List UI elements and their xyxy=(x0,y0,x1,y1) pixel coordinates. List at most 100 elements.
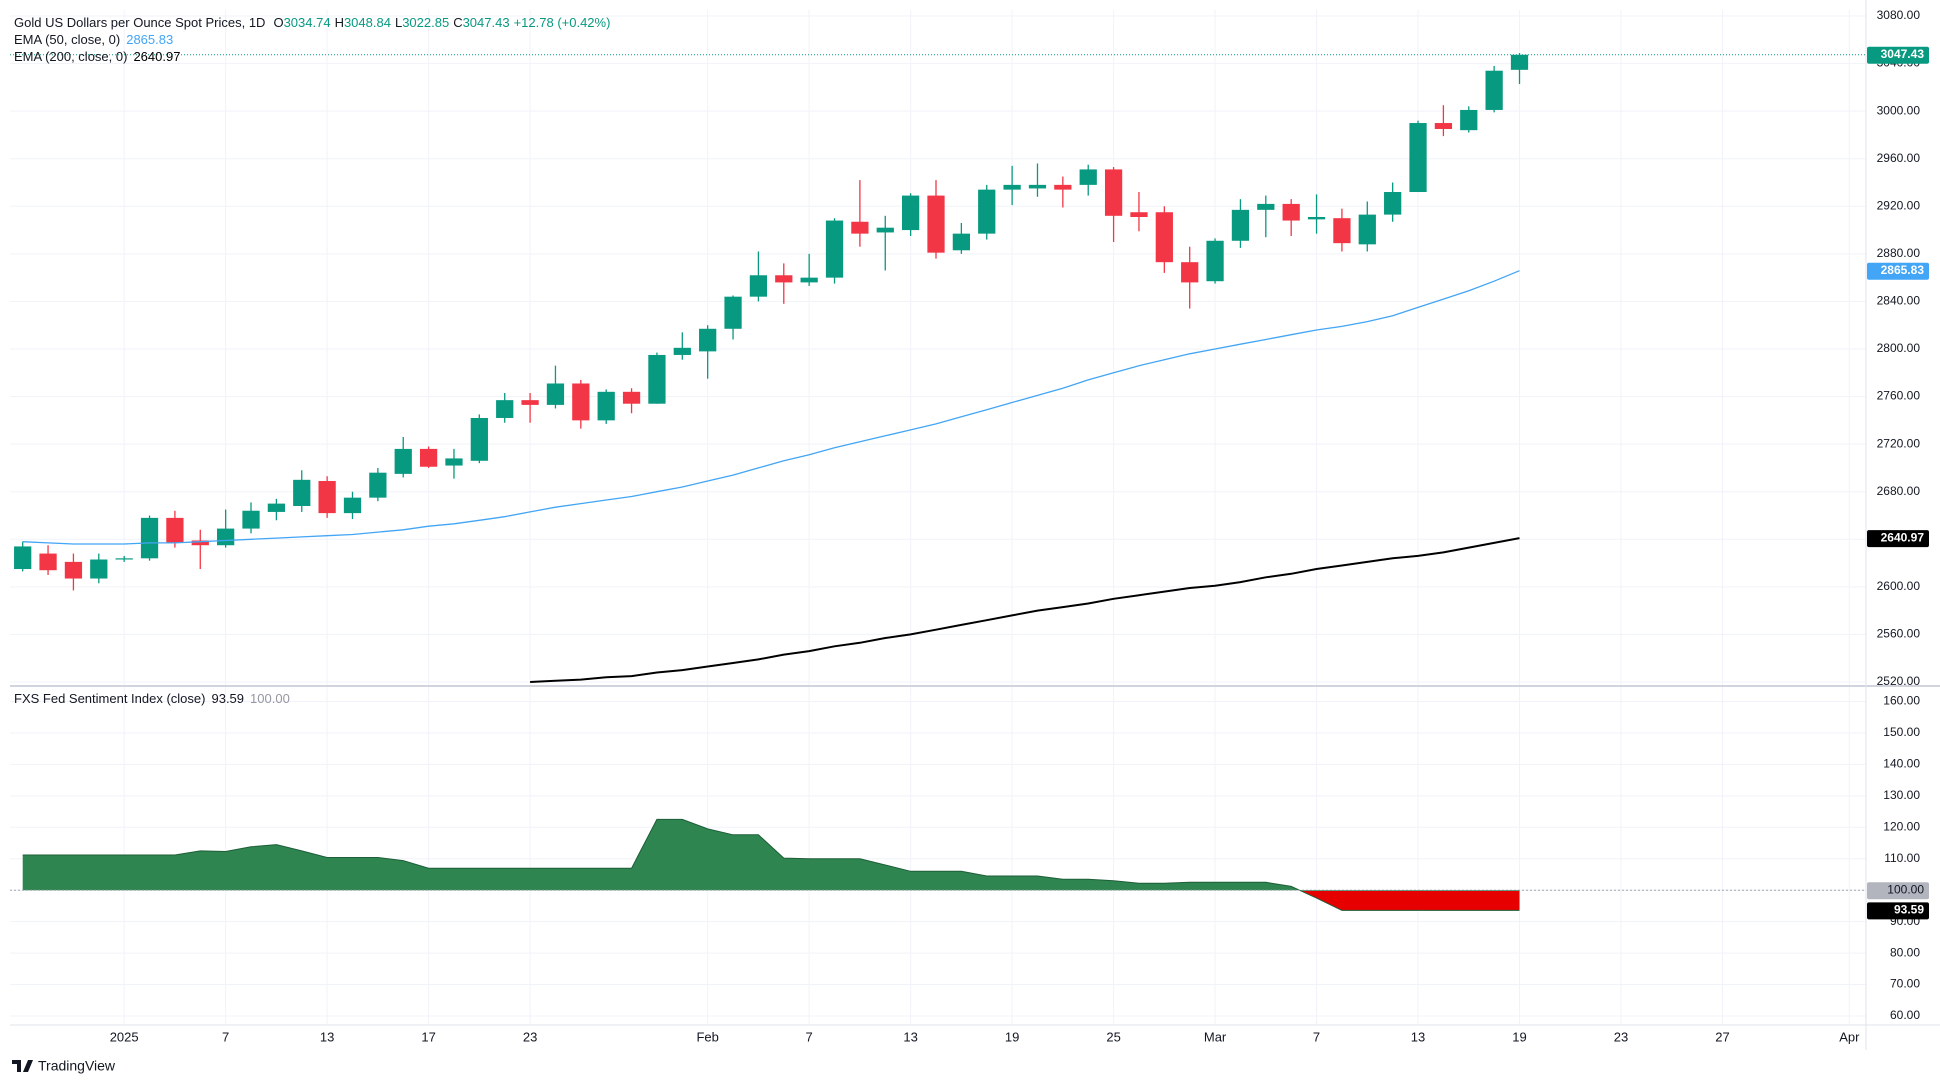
candle-body xyxy=(724,296,742,329)
candle-body xyxy=(1358,214,1376,245)
candle-body xyxy=(39,553,57,571)
ohlc-label: O xyxy=(273,15,283,30)
candle-body xyxy=(1510,54,1529,70)
candle-body xyxy=(825,220,844,278)
candle-body xyxy=(699,328,717,352)
y-tick-label: 3000.00 xyxy=(1877,103,1921,117)
pane-baseline: 100.00 xyxy=(250,691,290,706)
y-tick-label: 130.00 xyxy=(1883,788,1920,802)
candle-body xyxy=(318,481,336,514)
y-tick-label: 110.00 xyxy=(1884,851,1920,865)
ohlc-label: H xyxy=(335,15,344,30)
candles xyxy=(14,53,1529,683)
overlay-value: 2640.97 xyxy=(133,49,180,64)
grid-layer xyxy=(10,10,1866,1025)
x-tick-label: 13 xyxy=(903,1029,917,1044)
candle-body xyxy=(242,510,260,529)
y-tick-label: 160.00 xyxy=(1883,694,1920,708)
y-tick-label: 2960.00 xyxy=(1877,151,1921,165)
index-value-tag-bg xyxy=(1867,902,1929,920)
y-tick-label: 2800.00 xyxy=(1877,341,1921,355)
candle-body xyxy=(267,503,286,512)
x-tick-label: 13 xyxy=(320,1029,334,1044)
candle-body xyxy=(546,383,565,405)
label-layer: 2025 7 13 17 23 Feb 7 13 19 25 Mar 7 13 19 23 27 Apr 2520… xyxy=(14,8,1929,1044)
y-tick-label: 140.00 xyxy=(1883,757,1920,771)
candle-body xyxy=(1485,70,1503,110)
candle-body xyxy=(217,528,235,546)
overlay-value: 2865.83 xyxy=(126,32,173,47)
candle-body xyxy=(1434,123,1453,129)
baseline-tag-bg xyxy=(1867,882,1929,900)
candle-body xyxy=(1409,123,1427,193)
pane-legend: FXS Fed Sentiment Index (close) 93.59 100.… xyxy=(14,691,290,706)
ema-value-tag-bg xyxy=(1867,530,1929,548)
ema-line xyxy=(530,537,1520,683)
candle-body xyxy=(1460,109,1478,131)
candle-body xyxy=(1333,218,1351,244)
change: +12.78 (+0.42%) xyxy=(514,15,611,30)
candle-body xyxy=(673,347,691,355)
candle-body xyxy=(1231,209,1250,241)
y-tick-label: 3080.00 xyxy=(1877,8,1921,22)
y-tick-label: 60.00 xyxy=(1890,1008,1920,1022)
ohlc-label: C xyxy=(453,15,462,30)
candle-body xyxy=(1282,203,1300,221)
overlay-legend: EMA (200, close, 0) 2640.97 xyxy=(14,49,180,64)
logo: TradingView xyxy=(12,1058,116,1074)
candle-body xyxy=(978,189,996,234)
candle-body xyxy=(445,458,463,466)
y-tick-label: 2880.00 xyxy=(1877,246,1921,260)
candle-body xyxy=(775,275,793,283)
x-tick-label: 2025 xyxy=(110,1029,139,1044)
x-tick-label: 23 xyxy=(1614,1029,1628,1044)
candle-body xyxy=(952,233,970,251)
candle-body xyxy=(115,558,133,560)
candle-body xyxy=(1130,212,1148,217)
candle-body xyxy=(851,221,869,234)
overlay-name: EMA (50, close, 0) xyxy=(14,32,120,47)
x-tick-label: 7 xyxy=(222,1029,229,1044)
candle-body xyxy=(749,275,768,297)
candle-body xyxy=(800,277,818,283)
ohlc-value: 3034.74 xyxy=(284,15,331,30)
mark-layer xyxy=(10,53,1866,911)
legend-header: Gold US Dollars per Ounce Spot Prices, 1… xyxy=(14,15,610,30)
candle-body xyxy=(369,472,387,498)
y-tick-label: 2680.00 xyxy=(1877,484,1921,498)
overlay-name: EMA (200, close, 0) xyxy=(14,49,127,64)
y-tick-label: 2760.00 xyxy=(1877,389,1921,403)
candle-body xyxy=(470,417,488,461)
last-price-tag: 3047.43 xyxy=(1881,47,1925,61)
candle-body xyxy=(1384,192,1402,215)
candle-body xyxy=(90,559,108,579)
x-tick-label: 7 xyxy=(806,1029,813,1044)
ohlc-value: 3047.43 xyxy=(463,15,510,30)
candle-body xyxy=(1206,240,1224,282)
candle-body xyxy=(572,383,590,421)
candle-body xyxy=(1307,216,1326,220)
x-tick-label: 13 xyxy=(1411,1029,1425,1044)
candle-body xyxy=(648,354,666,404)
y-tick-label: 2520.00 xyxy=(1877,674,1921,688)
candle-body xyxy=(343,497,362,514)
candle-body xyxy=(64,561,83,579)
candle-body xyxy=(1181,262,1199,283)
candle-body xyxy=(394,448,412,474)
candle-body xyxy=(1079,169,1097,185)
y-tick-label: 2840.00 xyxy=(1877,294,1921,308)
area-fill-below xyxy=(1301,891,1520,911)
candle-body xyxy=(419,448,438,467)
candle-body xyxy=(876,227,894,233)
candle-body xyxy=(1028,184,1047,189)
x-tick-label: 19 xyxy=(1512,1029,1526,1044)
candle-body xyxy=(293,479,311,506)
pane-value: 93.59 xyxy=(211,691,244,706)
baseline-tag: 100.00 xyxy=(1887,882,1924,896)
x-tick-label: Mar xyxy=(1204,1029,1227,1044)
ema-line xyxy=(22,270,1520,545)
pane-title: FXS Fed Sentiment Index (close) xyxy=(14,691,205,706)
x-tick-label: 27 xyxy=(1715,1029,1729,1044)
logo-icon xyxy=(12,1060,33,1072)
